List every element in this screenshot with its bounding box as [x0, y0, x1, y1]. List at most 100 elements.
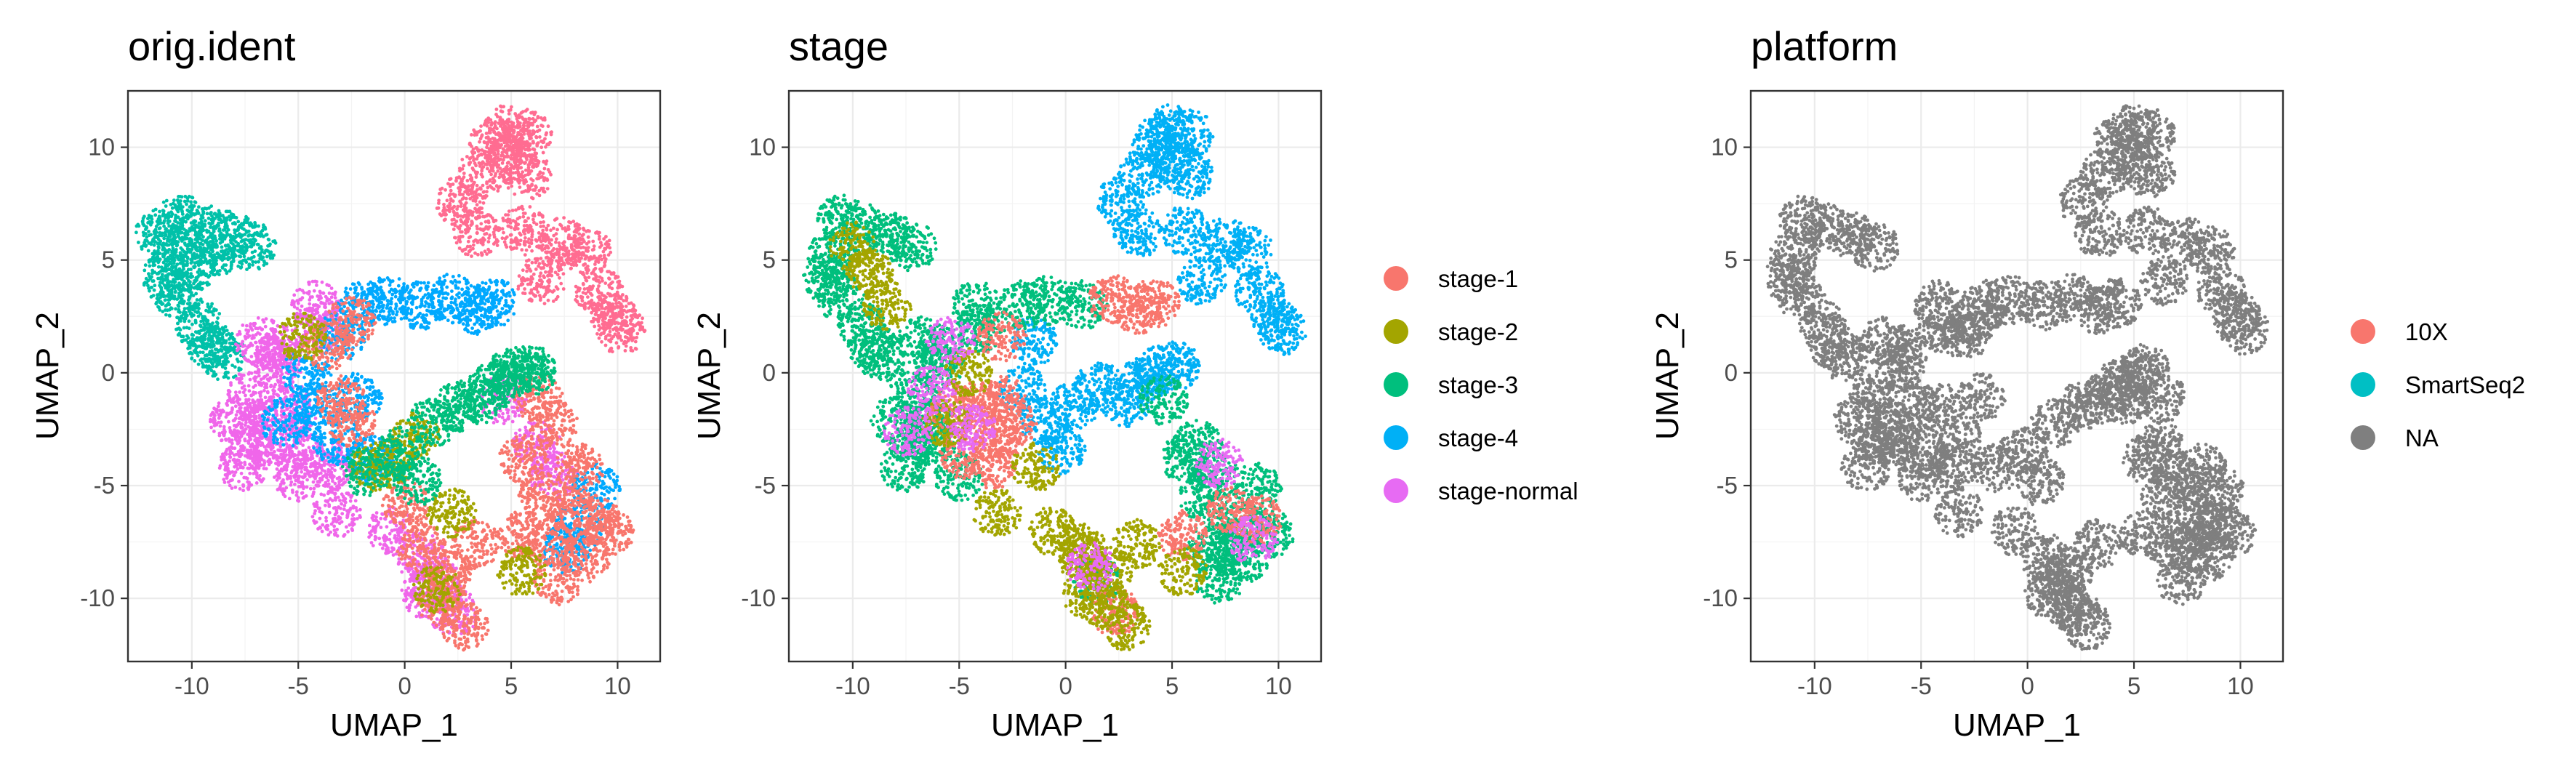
data-point — [229, 267, 233, 270]
data-point — [523, 161, 527, 165]
data-point — [488, 233, 492, 238]
data-point — [149, 221, 153, 225]
data-point — [497, 175, 502, 180]
data-point — [486, 220, 491, 225]
data-point — [236, 220, 241, 224]
data-point — [520, 279, 524, 283]
data-point — [197, 236, 201, 240]
data-point — [597, 328, 601, 332]
data-point — [538, 135, 542, 139]
data-point — [590, 298, 594, 302]
data-point — [500, 174, 505, 179]
data-point — [177, 267, 182, 271]
data-point — [481, 201, 486, 205]
data-point — [178, 202, 182, 206]
data-point — [190, 322, 194, 326]
data-point — [193, 257, 197, 260]
data-point — [466, 239, 470, 244]
data-point — [289, 409, 293, 414]
data-point — [573, 237, 577, 241]
data-point — [203, 337, 207, 341]
data-point — [490, 121, 494, 125]
data-point — [209, 217, 214, 222]
data-point — [474, 146, 478, 150]
data-point — [477, 161, 481, 165]
data-point — [579, 256, 583, 260]
data-point — [620, 321, 624, 326]
data-point — [137, 241, 140, 244]
data-point — [215, 271, 220, 276]
data-point — [195, 298, 199, 302]
data-point — [550, 130, 553, 134]
data-point — [549, 172, 553, 177]
data-point — [533, 294, 537, 298]
data-point — [562, 244, 566, 248]
data-point — [146, 249, 151, 253]
data-point — [526, 120, 530, 124]
data-point — [506, 217, 510, 221]
data-point — [530, 260, 534, 265]
data-point — [253, 379, 257, 383]
data-point — [583, 257, 587, 261]
data-point — [480, 148, 484, 152]
data-point — [541, 124, 545, 129]
data-point — [228, 209, 232, 214]
data-point — [222, 353, 226, 356]
data-point — [468, 248, 473, 252]
data-point — [542, 302, 547, 305]
data-point — [526, 145, 531, 150]
data-point — [579, 252, 582, 256]
data-point — [172, 241, 177, 246]
data-point — [238, 260, 241, 265]
data-point — [517, 274, 521, 278]
data-point — [470, 166, 475, 170]
data-point — [188, 301, 192, 305]
data-point — [562, 262, 566, 267]
data-point — [211, 357, 215, 361]
data-point — [638, 313, 642, 318]
data-point — [506, 213, 510, 217]
data-point — [492, 126, 497, 130]
data-point — [253, 221, 257, 225]
data-point — [182, 319, 187, 323]
plot-grid — [128, 91, 660, 662]
data-point — [521, 190, 526, 194]
data-point — [144, 232, 148, 236]
data-point — [471, 243, 476, 247]
data-point — [161, 252, 165, 257]
data-point — [170, 206, 174, 210]
data-point — [484, 232, 489, 236]
data-point — [521, 291, 525, 295]
data-point — [462, 248, 466, 252]
data-point — [240, 374, 244, 378]
data-point — [542, 140, 546, 145]
data-point — [510, 105, 513, 109]
data-point — [141, 222, 145, 226]
data-point — [630, 326, 635, 331]
data-point — [502, 120, 506, 124]
data-point — [600, 339, 603, 344]
data-point — [165, 214, 169, 218]
data-point — [529, 238, 534, 242]
data-point — [158, 226, 162, 230]
data-point — [518, 160, 522, 164]
data-point — [224, 374, 228, 379]
data-point — [498, 185, 502, 188]
data-point — [516, 222, 521, 227]
data-point — [577, 227, 582, 230]
data-point — [473, 216, 478, 220]
data-point — [570, 246, 574, 250]
data-point — [558, 276, 561, 280]
data-point — [573, 254, 577, 258]
data-point — [593, 266, 598, 270]
data-point — [509, 156, 513, 161]
data-point — [523, 212, 527, 215]
data-point — [212, 313, 215, 317]
data-point — [177, 305, 181, 308]
data-point — [537, 236, 542, 239]
data-point — [495, 244, 499, 247]
data-point — [244, 476, 248, 480]
data-point — [158, 209, 161, 214]
data-point — [523, 232, 527, 236]
data-point — [579, 238, 582, 242]
